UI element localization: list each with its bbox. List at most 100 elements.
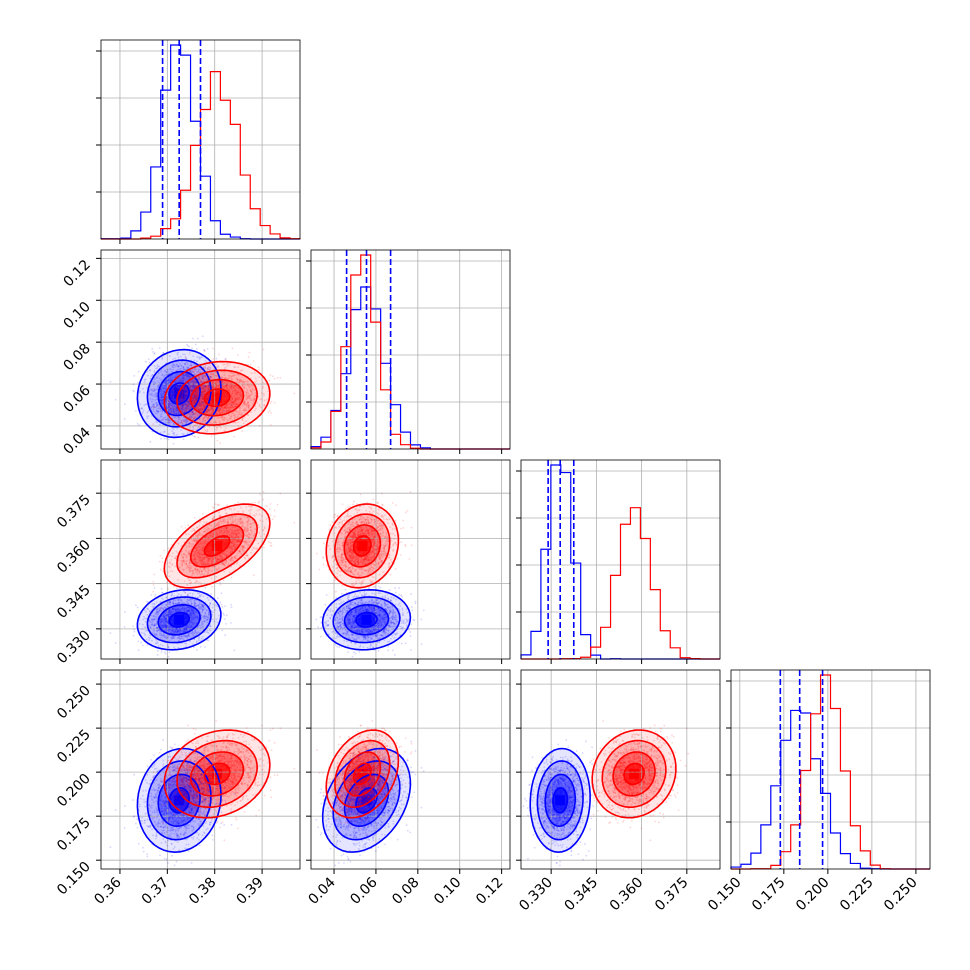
- density-peak: [212, 392, 223, 403]
- scatter-point: [245, 403, 248, 406]
- scatter-point: [168, 639, 171, 642]
- scatter-point: [182, 380, 184, 383]
- scatter-point: [179, 412, 182, 415]
- scatter-point: [146, 613, 149, 616]
- scatter-point: [199, 624, 202, 627]
- scatter-point: [172, 619, 175, 622]
- scatter-point: [230, 603, 232, 606]
- scatter-point: [169, 376, 172, 378]
- scatter-point: [193, 413, 196, 415]
- scatter-point: [162, 598, 165, 601]
- scatter-point: [161, 627, 164, 630]
- scatter-point: [194, 610, 197, 613]
- scatter-point: [198, 603, 201, 606]
- scatter-point: [201, 402, 204, 405]
- scatter-point: [150, 400, 153, 403]
- scatter-point: [203, 604, 206, 607]
- scatter-point: [177, 368, 180, 371]
- scatter-point: [215, 428, 218, 431]
- scatter-point: [223, 410, 226, 413]
- scatter-point: [177, 421, 180, 424]
- scatter-point: [203, 416, 206, 419]
- scatter-point: [166, 396, 169, 399]
- scatter-point: [205, 410, 208, 413]
- scatter-point: [165, 625, 168, 628]
- scatter-point: [163, 390, 166, 393]
- scatter-point: [185, 390, 188, 393]
- scatter-point: [154, 593, 157, 596]
- scatter-point: [160, 393, 162, 396]
- scatter-point: [155, 622, 158, 625]
- scatter-point: [180, 594, 183, 597]
- density-peak: [174, 795, 185, 806]
- scatter-point: [173, 637, 176, 640]
- scatter-point: [177, 646, 180, 649]
- scatter-point: [276, 376, 279, 379]
- scatter-point: [152, 351, 154, 353]
- scatter-point: [207, 387, 209, 390]
- scatter-point: [211, 402, 213, 405]
- scatter-point: [243, 382, 246, 384]
- scatter-point: [220, 603, 223, 606]
- scatter-point: [156, 421, 159, 424]
- scatter-point: [196, 414, 199, 417]
- scatter-point: [189, 389, 192, 392]
- scatter-point: [168, 405, 170, 408]
- scatter-point: [227, 385, 229, 388]
- scatter-point: [191, 621, 194, 624]
- density-peak: [357, 768, 368, 779]
- scatter-point: [240, 414, 243, 416]
- scatter-point: [234, 391, 237, 393]
- scatter-point: [193, 416, 196, 419]
- scatter-point: [224, 618, 226, 621]
- scatter-point: [202, 386, 204, 389]
- scatter-point: [231, 390, 234, 393]
- scatter-point: [196, 596, 199, 599]
- scatter-point: [192, 382, 195, 385]
- scatter-point: [231, 393, 233, 396]
- scatter-point: [142, 409, 145, 412]
- scatter-point: [162, 615, 165, 618]
- scatter-point: [166, 643, 169, 646]
- scatter-point: [230, 387, 233, 390]
- scatter-point: [194, 390, 197, 393]
- scatter-point: [209, 625, 211, 628]
- scatter-point: [204, 359, 207, 362]
- scatter-point: [149, 621, 152, 624]
- scatter-point: [195, 640, 198, 643]
- scatter-point: [172, 432, 175, 435]
- scatter-point: [157, 607, 160, 610]
- scatter-point: [161, 398, 164, 400]
- scatter-point: [195, 605, 198, 607]
- scatter-point: [140, 641, 142, 644]
- scatter-point: [248, 395, 250, 397]
- scatter-point: [158, 377, 161, 380]
- scatter-point: [194, 368, 197, 371]
- scatter-point: [166, 382, 169, 385]
- scatter-point: [225, 365, 228, 368]
- scatter-point: [201, 395, 204, 398]
- scatter-point: [218, 384, 221, 386]
- scatter-point: [187, 609, 190, 612]
- scatter-point: [258, 403, 261, 406]
- scatter-point: [245, 405, 248, 408]
- scatter-point: [167, 612, 170, 615]
- scatter-point: [186, 598, 189, 601]
- scatter-point: [157, 407, 160, 410]
- scatter-point: [148, 361, 151, 364]
- scatter-point: [247, 414, 250, 417]
- scatter-point: [189, 606, 191, 609]
- scatter-point: [144, 378, 147, 381]
- scatter-point: [212, 358, 215, 360]
- scatter-point: [166, 602, 169, 605]
- scatter-point: [221, 381, 224, 384]
- scatter-point: [159, 623, 162, 626]
- scatter-point: [191, 347, 194, 350]
- scatter-point: [182, 368, 185, 371]
- scatter-point: [206, 385, 209, 388]
- scatter-point: [173, 364, 176, 367]
- scatter-point: [194, 435, 197, 438]
- scatter-point: [193, 399, 196, 401]
- scatter-point: [201, 609, 204, 612]
- scatter-point: [179, 384, 182, 387]
